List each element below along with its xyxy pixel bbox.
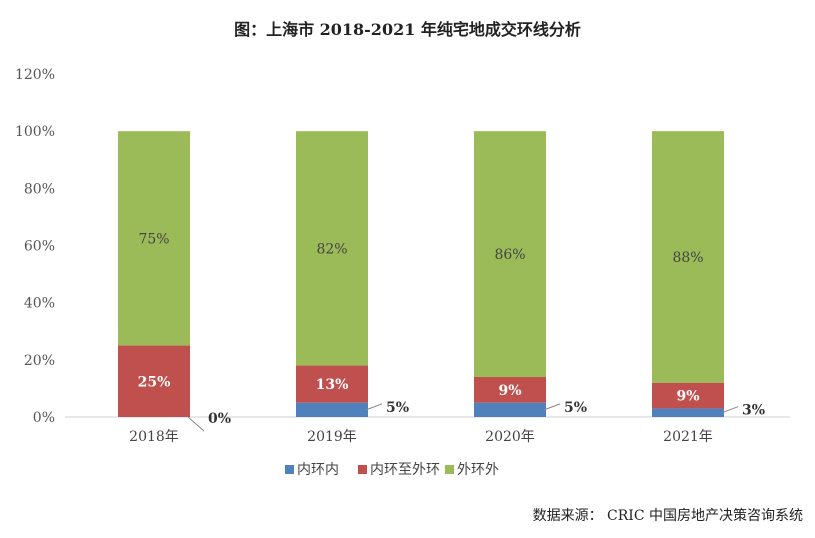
- chart-title: 图：上海市 2018-2021 年纯宅地成交环线分析: [234, 20, 581, 39]
- bar-segment-0: [296, 402, 368, 417]
- legend-swatch: [358, 465, 367, 474]
- bar-segment-2: [296, 131, 368, 366]
- legend-swatch: [285, 465, 294, 474]
- y-tick-label: 40%: [24, 296, 55, 312]
- legend-swatch: [445, 465, 454, 474]
- y-tick-label: 120%: [15, 67, 55, 83]
- x-tick-label: 2019年: [307, 429, 357, 445]
- data-label: 86%: [494, 247, 525, 263]
- data-label: 13%: [316, 377, 349, 393]
- bar-segment-2: [474, 131, 546, 377]
- legend-label: 内环内: [297, 462, 339, 478]
- data-label: 3%: [742, 403, 765, 419]
- data-label: 88%: [672, 250, 703, 266]
- y-tick-label: 60%: [24, 239, 55, 255]
- data-label: 75%: [138, 231, 169, 247]
- data-label: 5%: [386, 400, 409, 416]
- data-label: 5%: [564, 400, 587, 416]
- data-label: 9%: [498, 383, 521, 399]
- bar-segment-1: [296, 365, 368, 403]
- x-tick-label: 2020年: [485, 429, 535, 445]
- bar-segment-1: [474, 376, 546, 403]
- x-tick-label: 2021年: [663, 429, 713, 445]
- y-tick-label: 20%: [24, 353, 55, 369]
- data-label: 9%: [676, 389, 699, 405]
- bar-segment-2: [652, 131, 724, 383]
- legend-label: 外环外: [457, 462, 499, 478]
- label-leader-line: [721, 406, 739, 414]
- source-note: 数据来源： CRIC 中国房地产决策咨询系统: [532, 508, 803, 524]
- y-tick-label: 80%: [24, 181, 55, 197]
- data-label: 25%: [138, 374, 171, 390]
- label-leader-line: [365, 403, 383, 411]
- legend-label: 内环至外环: [370, 462, 440, 478]
- x-tick-label: 2018年: [129, 429, 179, 445]
- bar-segment-1: [652, 382, 724, 409]
- bar-segment-1: [118, 345, 190, 417]
- bar-segment-2: [118, 131, 190, 346]
- data-label: 82%: [316, 241, 347, 257]
- bar-segment-0: [652, 408, 724, 417]
- data-label: 0%: [208, 411, 231, 427]
- bar-segment-0: [474, 402, 546, 417]
- label-leader-line: [543, 403, 561, 411]
- y-tick-label: 100%: [15, 124, 55, 140]
- label-leader-line: [187, 416, 205, 432]
- y-tick-label: 0%: [33, 410, 55, 426]
